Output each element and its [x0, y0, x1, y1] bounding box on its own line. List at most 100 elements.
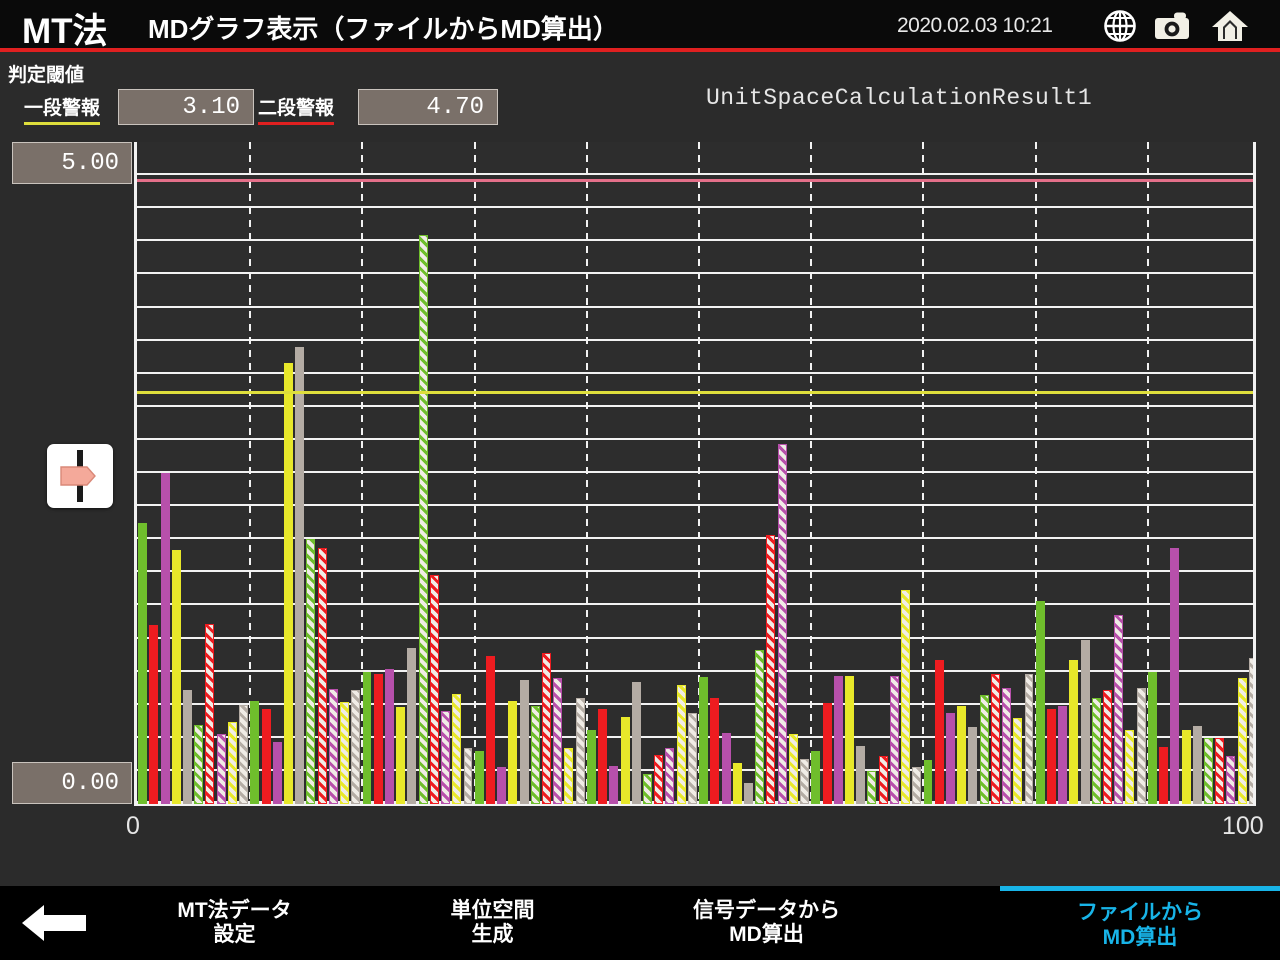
chart-bar — [261, 708, 271, 804]
chart-plot-area — [134, 142, 1256, 804]
tab-label-line2: 設定 — [213, 923, 256, 946]
chart-bar — [328, 688, 338, 804]
chart-bar — [620, 716, 630, 804]
chart-bar — [654, 755, 664, 804]
chart-bar — [1170, 548, 1180, 804]
home-icon[interactable] — [1210, 6, 1250, 46]
chart-bar — [351, 690, 361, 804]
chart-bar — [485, 655, 495, 804]
page-title: MDグラフ表示（ファイルからMD算出） — [148, 14, 619, 44]
y-axis-max-value[interactable]: 5.00 — [12, 142, 132, 184]
gridline-v — [922, 142, 925, 804]
chart-bar — [340, 702, 350, 804]
tab-label-line1: MT法データ — [177, 898, 292, 922]
footer-nav: MT法データ 設定 単位空間 生成 信号データから MD算出 ファイルから MD… — [0, 886, 1280, 960]
chart-bar — [1069, 659, 1079, 804]
datetime-display: 2020.02.03 10:21 — [897, 14, 1053, 37]
chart-bar — [957, 706, 967, 804]
chart-bar — [1204, 737, 1213, 804]
chart-bar — [194, 724, 204, 804]
chart-bar — [755, 650, 765, 804]
chart-bar — [227, 721, 237, 804]
tab-unit-space-generate[interactable]: 単位空間 生成 — [386, 886, 599, 960]
chart-bar — [968, 727, 978, 804]
chart-bar — [609, 765, 619, 804]
chart-bar — [1080, 639, 1090, 804]
chart-bar — [407, 647, 417, 804]
chart-bar — [463, 748, 473, 804]
gridline-v — [361, 142, 364, 804]
chart-bar — [1058, 706, 1068, 804]
back-button[interactable] — [8, 894, 100, 952]
chart-bar — [138, 523, 148, 804]
tab-md-from-signal[interactable]: 信号データから MD算出 — [660, 886, 873, 960]
chart-bar — [306, 539, 316, 804]
chart-bar — [1181, 729, 1191, 804]
unit-space-result-title: UnitSpaceCalculationResult1 — [706, 85, 1093, 111]
gridline-h — [137, 537, 1253, 540]
chart-bar — [1237, 678, 1247, 804]
tab-label-line2: MD算出 — [729, 923, 804, 946]
chart-bar — [990, 674, 1000, 804]
chart-bar — [1013, 717, 1023, 804]
chart-bar — [519, 679, 529, 804]
chart-bar — [833, 675, 843, 804]
chart-bar — [239, 704, 249, 804]
chart-bar — [721, 732, 731, 804]
chart-bar — [923, 760, 933, 804]
chart-bar — [811, 751, 821, 804]
chart-bar — [418, 234, 428, 804]
tab-label-line2: MD算出 — [1102, 925, 1178, 949]
chart-bar — [1159, 747, 1169, 804]
tab-md-from-file[interactable]: ファイルから MD算出 — [1000, 886, 1280, 960]
x-axis-max-label: 100 — [1222, 812, 1264, 840]
chart-bar — [631, 682, 641, 804]
gridline-v — [585, 142, 588, 804]
chart-bar — [777, 443, 787, 804]
level2-alarm-label: 二段警報 — [258, 93, 335, 125]
gridline-v — [249, 142, 252, 804]
tab-mt-data-settings[interactable]: MT法データ 設定 — [128, 886, 341, 960]
chart-bar — [1046, 708, 1056, 804]
tab-label-line2: 生成 — [471, 923, 514, 946]
gridline-v — [698, 142, 700, 804]
gridline-h — [137, 437, 1253, 440]
chart-bar — [283, 363, 293, 804]
gridline-v — [1146, 142, 1149, 804]
level1-alarm-value[interactable]: 3.10 — [118, 89, 254, 125]
chart-bar — [384, 668, 394, 804]
chart-bar — [1035, 601, 1045, 804]
chart-bar — [508, 700, 518, 804]
gridline-v — [810, 142, 813, 804]
chart-bar — [945, 712, 955, 804]
chart-bar — [1125, 729, 1135, 804]
chart-bar — [979, 695, 989, 804]
chart-bar — [687, 712, 697, 804]
cursor-marker-button[interactable] — [47, 444, 113, 508]
chart-bar — [575, 698, 585, 804]
chart-bar — [766, 535, 776, 804]
chart-bar — [800, 758, 810, 804]
chart-bar — [160, 473, 170, 804]
chart-bar — [1024, 674, 1034, 804]
globe-icon[interactable] — [1100, 6, 1140, 46]
chart-bar — [665, 748, 675, 804]
chart-bar — [250, 700, 260, 804]
x-axis-min-label: 0 — [126, 812, 140, 840]
y-axis-min-value[interactable]: 0.00 — [12, 762, 132, 804]
gridline-h — [137, 305, 1253, 308]
camera-icon[interactable] — [1152, 6, 1192, 46]
chart-bar — [553, 678, 563, 804]
header-bar: MT法 MDグラフ表示（ファイルからMD算出） 2020.02.03 10:21 — [0, 0, 1280, 52]
gridline-h — [137, 504, 1253, 507]
tab-label-line1: 単位空間 — [450, 898, 535, 922]
chart-bar — [1103, 690, 1112, 804]
chart-bar — [452, 694, 462, 804]
level2-alarm-value[interactable]: 4.70 — [358, 89, 498, 125]
chart-bar — [822, 703, 832, 804]
md-chart[interactable] — [134, 142, 1256, 804]
chart-bar — [171, 549, 181, 804]
gridline-h — [137, 239, 1253, 242]
gridline-h — [137, 669, 1253, 672]
threshold-section-title: 判定閾値 — [8, 65, 85, 86]
